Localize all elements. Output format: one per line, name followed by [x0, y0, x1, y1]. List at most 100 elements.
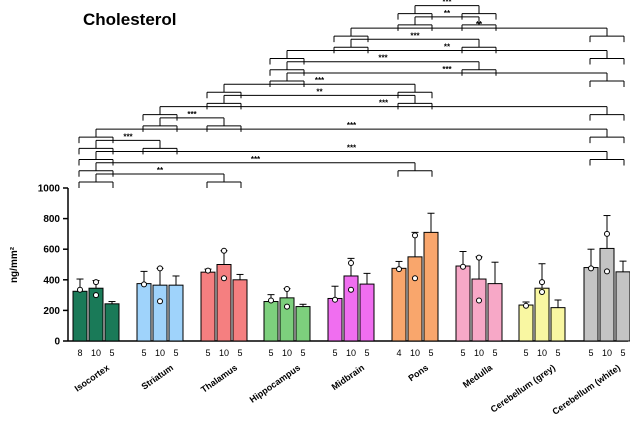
- y-tick-label: 1000: [38, 184, 61, 195]
- bar: [599, 247, 615, 342]
- bar: [550, 307, 566, 342]
- sample-size-label: 10: [219, 348, 229, 358]
- significance-bracket: ***: [269, 65, 625, 87]
- sample-size-label: 5: [460, 348, 465, 358]
- data-point: [157, 265, 163, 272]
- sample-size-label: 10: [155, 348, 165, 358]
- sample-size-label: 5: [205, 348, 210, 358]
- significance-label: ***: [251, 155, 261, 164]
- sample-size-label: 5: [555, 348, 560, 358]
- bar: [518, 304, 534, 342]
- sample-size-label: 5: [523, 348, 528, 358]
- data-point: [93, 292, 99, 299]
- sample-size-label: 5: [332, 348, 337, 358]
- bar: [359, 283, 375, 342]
- significance-label: ***: [347, 144, 357, 153]
- bars-layer: 8 10 5 Isocortex 5 10 5 Striatum 5 10 5 Thalamus 5 10…: [72, 212, 630, 417]
- data-point: [476, 254, 482, 261]
- data-point: [221, 275, 227, 282]
- sample-size-label: 5: [237, 348, 242, 358]
- y-tick-label: 0: [54, 337, 60, 348]
- bar: [200, 271, 216, 342]
- bar: [407, 256, 423, 342]
- sample-size-label: 10: [91, 348, 101, 358]
- bar: [471, 278, 487, 342]
- significance-label: ***: [442, 65, 452, 74]
- data-point: [412, 232, 418, 239]
- significance-label: ***: [442, 0, 452, 7]
- sample-size-label: 5: [268, 348, 273, 358]
- bar: [136, 283, 152, 342]
- sample-size-label: 10: [474, 348, 484, 358]
- data-point: [157, 298, 163, 305]
- category-label: Cerebellum (white): [550, 362, 622, 416]
- significance-bracket: ***: [397, 0, 497, 20]
- data-point: [539, 279, 545, 286]
- bar: [343, 275, 359, 342]
- significance-bracket: **: [78, 166, 242, 188]
- bar: [295, 306, 311, 342]
- significance-label: ***: [379, 99, 389, 108]
- significance-label: **: [444, 43, 451, 52]
- bar: [104, 303, 120, 342]
- data-point: [588, 265, 594, 272]
- category-label: Striatum: [139, 362, 175, 391]
- data-point: [77, 286, 83, 293]
- significance-label: **: [316, 87, 323, 96]
- sample-size-label: 5: [173, 348, 178, 358]
- data-point: [396, 266, 402, 273]
- sample-size-label: 10: [602, 348, 612, 358]
- significance-bracket: ***: [206, 76, 433, 99]
- category-label: Medulla: [461, 362, 495, 390]
- bar: [232, 279, 248, 342]
- significance-bracket: ***: [78, 155, 433, 177]
- data-point: [332, 296, 338, 303]
- significance-label: ***: [347, 121, 357, 130]
- chart-title: Cholesterol: [83, 10, 177, 29]
- significance-label: ***: [378, 54, 388, 63]
- bar: [168, 284, 184, 342]
- bar: [615, 271, 630, 342]
- data-point: [604, 268, 610, 275]
- bar: [72, 290, 88, 342]
- significance-layer: ****************************************…: [78, 0, 625, 188]
- significance-label: ***: [123, 132, 133, 141]
- sample-size-label: 10: [410, 348, 420, 358]
- bar: [487, 283, 503, 342]
- bar: [534, 287, 550, 342]
- data-point: [284, 303, 290, 310]
- significance-label: **: [157, 166, 164, 175]
- significance-bracket: **: [397, 9, 497, 31]
- sample-size-label: 4: [396, 348, 401, 358]
- data-point: [412, 275, 418, 282]
- bar: [583, 267, 599, 342]
- y-tick-label: 800: [43, 214, 60, 225]
- significance-bracket: ***: [333, 31, 497, 54]
- sample-size-label: 5: [588, 348, 593, 358]
- category-label: Thalamus: [199, 362, 239, 394]
- sample-size-label: 5: [492, 348, 497, 358]
- sample-size-label: 10: [537, 348, 547, 358]
- bar: [152, 284, 168, 342]
- y-axis-label: ng/mm²: [9, 246, 20, 283]
- data-point: [523, 302, 529, 309]
- bar: [391, 267, 407, 342]
- data-point: [284, 285, 290, 292]
- bar: [455, 265, 471, 342]
- sample-size-label: 8: [77, 348, 82, 358]
- category-label: Midbrain: [330, 362, 366, 392]
- y-tick-label: 400: [43, 275, 60, 286]
- category-label: Cerebellum (grey): [489, 362, 557, 414]
- data-point: [476, 297, 482, 304]
- significance-bracket: ***: [269, 54, 497, 76]
- significance-bracket: ***: [142, 110, 242, 132]
- sample-size-label: 5: [141, 348, 146, 358]
- sample-size-label: 5: [300, 348, 305, 358]
- data-point: [460, 263, 466, 270]
- sample-size-label: 5: [620, 348, 625, 358]
- data-point: [221, 247, 227, 254]
- data-point: [93, 279, 99, 286]
- data-point: [539, 289, 545, 296]
- significance-bracket: **: [206, 87, 433, 110]
- bar: [263, 301, 279, 342]
